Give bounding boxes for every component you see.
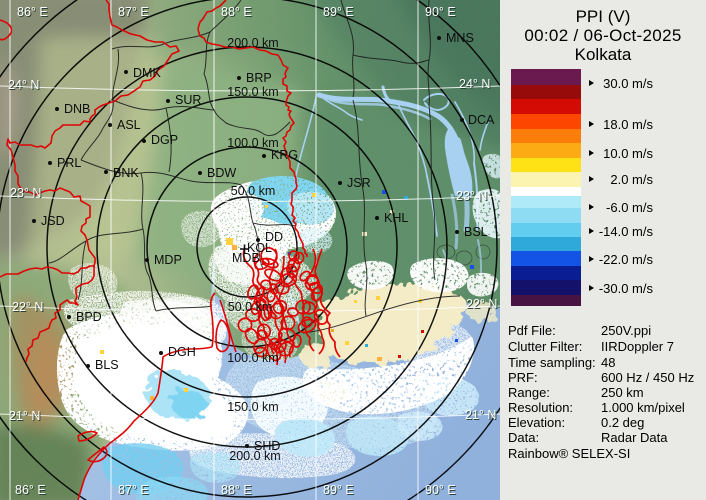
svg-text:150.0 km: 150.0 km [227,85,278,99]
svg-text:86° E: 86° E [16,484,47,498]
svg-text:88° E: 88° E [221,483,252,497]
svg-text:DD: DD [265,230,283,244]
svg-text:MNS: MNS [446,31,474,45]
svg-text:23° N: 23° N [11,187,42,201]
svg-text:88° E: 88° E [222,484,253,498]
svg-text:21° N: 21° N [9,409,40,423]
svg-text:200.0 km: 200.0 km [227,36,278,50]
svg-text:87° E: 87° E [119,6,150,20]
svg-text:21° N: 21° N [466,409,497,423]
svg-text:23° N: 23° N [456,189,487,203]
svg-text:21° N: 21° N [465,408,496,422]
svg-text:90° E: 90° E [425,5,456,19]
svg-text:87° E: 87° E [118,483,149,497]
svg-text:22° N: 22° N [13,301,44,315]
svg-text:21° N: 21° N [10,410,41,424]
svg-text:MDB: MDB [232,251,260,265]
svg-text:24° N: 24° N [9,79,40,93]
svg-text:89° E: 89° E [324,484,355,498]
svg-text:90° E: 90° E [426,6,457,20]
svg-text:KHL: KHL [384,211,408,225]
svg-text:89° E: 89° E [323,5,354,19]
svg-text:23° N: 23° N [10,186,41,200]
svg-text:DMK: DMK [133,66,161,80]
svg-text:DGP: DGP [151,133,178,147]
svg-text:24° N: 24° N [460,78,491,92]
svg-text:89° E: 89° E [324,6,355,20]
svg-text:86° E: 86° E [18,6,49,20]
svg-text:87° E: 87° E [119,484,150,498]
svg-text:KOL: KOL [247,241,272,255]
svg-text:24° N: 24° N [459,77,490,91]
svg-text:BRP: BRP [246,71,272,85]
svg-text:90° E: 90° E [425,483,456,497]
svg-text:50.0 km: 50.0 km [228,300,272,314]
svg-text:BSL: BSL [464,225,488,239]
svg-text:SHD: SHD [254,439,280,453]
svg-text:100.0 km: 100.0 km [227,136,278,150]
svg-text:88° E: 88° E [221,5,252,19]
svg-text:ASL: ASL [117,118,141,132]
svg-text:JSD: JSD [41,214,65,228]
svg-text:DCA: DCA [468,113,495,127]
svg-text:89° E: 89° E [323,483,354,497]
svg-text:88° E: 88° E [222,6,253,20]
svg-text:22° N: 22° N [466,297,497,311]
svg-text:PRL: PRL [57,156,81,170]
svg-text:86° E: 86° E [17,5,48,19]
svg-text:BLS: BLS [95,358,119,372]
svg-text:KRG: KRG [271,148,298,162]
svg-text:23° N: 23° N [457,190,488,204]
svg-text:200.0 km: 200.0 km [229,449,280,463]
svg-text:SUR: SUR [175,93,201,107]
svg-text:90° E: 90° E [426,484,457,498]
svg-text:22° N: 22° N [12,300,43,314]
svg-text:87° E: 87° E [118,5,149,19]
svg-text:150.0 km: 150.0 km [227,400,278,414]
svg-text:DNB: DNB [64,102,90,116]
svg-text:BDW: BDW [207,166,236,180]
svg-text:22° N: 22° N [467,298,498,312]
svg-text:JSR: JSR [347,176,371,190]
svg-text:100.0 km: 100.0 km [227,351,278,365]
svg-text:50.0 km: 50.0 km [231,184,275,198]
svg-text:BNK: BNK [113,166,139,180]
svg-text:BPD: BPD [76,310,102,324]
svg-text:86° E: 86° E [15,483,46,497]
svg-text:24° N: 24° N [8,78,39,92]
svg-text:MDP: MDP [154,253,182,267]
svg-text:DGH: DGH [168,345,196,359]
